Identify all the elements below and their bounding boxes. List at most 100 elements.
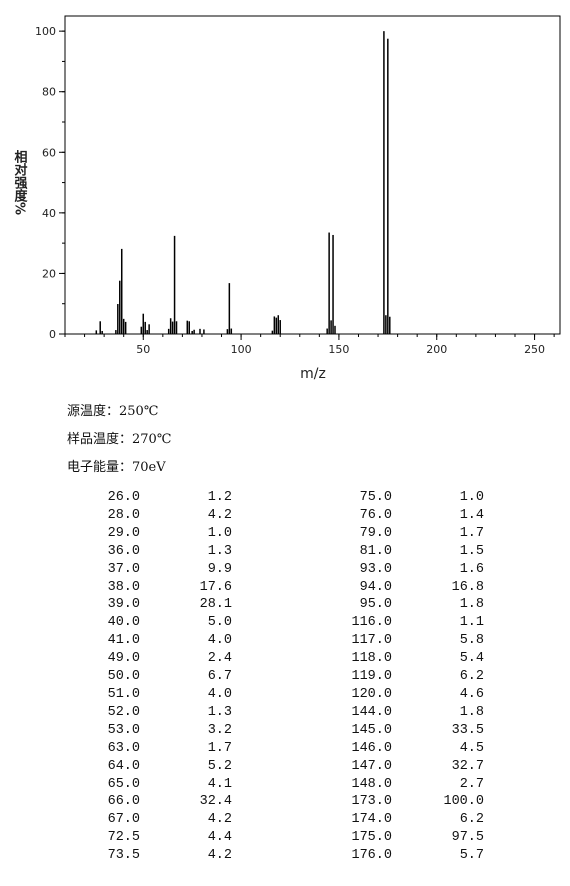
intensity-cell: 16.8: [451, 579, 484, 595]
peak: [167, 328, 170, 334]
intensity-cell: 4.2: [207, 848, 232, 864]
mz-cell: 40.0: [107, 615, 140, 631]
mz-cell: 52.0: [107, 704, 140, 720]
peak: [186, 320, 189, 334]
peak: [203, 329, 205, 334]
mz-cell: 93.0: [359, 561, 392, 577]
intensity-cell: 4.2: [207, 812, 232, 828]
table-row: 67.0 4.2 174.0 6.2: [60, 811, 484, 829]
mz-cell: 146.0: [351, 740, 392, 756]
x-tick-label: 200: [426, 343, 447, 356]
mz-cell: 67.0: [107, 812, 140, 828]
intensity-cell: 1.7: [207, 740, 232, 756]
peak: [117, 304, 119, 334]
peak: [95, 330, 98, 334]
intensity-cell: 28.1: [199, 597, 232, 613]
peak: [389, 316, 391, 334]
table-row: 64.0 5.2 147.0 32.7: [60, 758, 484, 776]
intensity-cell: 4.2: [207, 507, 232, 523]
chart: m/z 相对强度% 0 20 40 60 80 100 50 100 150 200 250: [12, 15, 561, 382]
peak: [188, 321, 190, 334]
intensity-cell: 6.2: [459, 669, 484, 685]
peak: [191, 330, 193, 334]
peak: [119, 280, 121, 334]
y-tick-label: 60: [42, 146, 56, 159]
meta-line: 电子能量：70eV: [67, 460, 166, 475]
y-tick-label: 100: [35, 25, 56, 38]
peak: [140, 326, 143, 334]
intensity-cell: 33.5: [451, 722, 484, 738]
peak: [101, 330, 103, 334]
mz-cell: 36.0: [107, 543, 140, 559]
intensity-cell: 4.6: [459, 686, 484, 702]
mz-cell: 39.0: [107, 597, 140, 613]
intensity-cell: 1.3: [207, 543, 232, 559]
table-row: 73.5 4.2 176.0 5.7: [60, 847, 484, 865]
intensity-cell: 1.8: [459, 597, 484, 613]
mz-cell: 174.0: [351, 812, 392, 828]
intensity-cell: 1.3: [207, 704, 232, 720]
x-tick-label: 50: [136, 343, 150, 356]
intensity-cell: 5.4: [459, 651, 484, 667]
peak: [230, 328, 233, 334]
peak: [115, 330, 117, 334]
mz-cell: 53.0: [107, 722, 140, 738]
y-tick-label: 80: [42, 86, 56, 99]
table-row: 41.0 4.0 117.0 5.8: [60, 632, 484, 650]
mz-cell: 64.0: [107, 758, 140, 774]
intensity-cell: 5.2: [207, 758, 232, 774]
table-row: 49.0 2.4 118.0 5.4: [60, 650, 484, 668]
intensity-cell: 1.6: [459, 561, 484, 577]
mz-cell: 75.0: [359, 490, 392, 505]
mz-cell: 76.0: [359, 507, 392, 523]
intensity-cell: 5.8: [459, 633, 484, 649]
intensity-cell: 4.0: [207, 633, 232, 649]
table-row: 52.0 1.3 144.0 1.8: [60, 704, 484, 722]
mz-cell: 79.0: [359, 525, 392, 541]
intensity-cell: 4.1: [207, 776, 232, 792]
mz-cell: 94.0: [359, 579, 392, 595]
peak: [275, 317, 278, 334]
intensity-cell: 32.7: [451, 758, 484, 774]
table-row: 51.0 4.0 120.0 4.6: [60, 686, 484, 704]
table-row: 53.0 3.2 145.0 33.5: [60, 722, 484, 740]
mz-cell: 117.0: [351, 633, 392, 649]
peak: [142, 313, 145, 334]
table-row: 37.0 9.9 93.0 1.6: [60, 561, 484, 579]
peak: [332, 234, 334, 334]
mz-cell: 38.0: [107, 579, 140, 595]
y-tick-label: 40: [42, 207, 56, 220]
peak: [173, 235, 176, 334]
peak: [124, 321, 127, 334]
mz-cell: 26.0: [107, 490, 140, 505]
intensity-cell: 1.0: [459, 490, 484, 505]
mz-cell: 119.0: [351, 669, 392, 685]
table-row: 26.0 1.2 75.0 1.0: [60, 489, 484, 507]
peak: [277, 315, 280, 334]
peak-table: 26.0 1.2 75.0 1.0 28.0 4.2 76.0 1.4 29.0 1.0 79.0 1…: [60, 489, 484, 865]
table-row: 29.0 1.0 79.0 1.7: [60, 525, 484, 543]
table-row: 38.0 17.6 94.0 16.8: [60, 579, 484, 597]
mz-cell: 29.0: [107, 525, 140, 541]
peak: [387, 38, 389, 334]
meta-line: 样品温度：270℃: [67, 432, 172, 447]
peak: [120, 248, 123, 334]
mz-cell: 116.0: [351, 615, 392, 631]
intensity-cell: 2.7: [459, 776, 484, 792]
intensity-cell: 100.0: [443, 794, 484, 810]
mz-cell: 28.0: [107, 507, 140, 523]
peak: [226, 329, 229, 334]
mz-cell: 176.0: [351, 848, 392, 864]
y-tick-label: 20: [42, 267, 56, 280]
mz-cell: 120.0: [351, 686, 392, 702]
peak: [326, 328, 328, 334]
x-tick-label: 250: [524, 343, 545, 356]
intensity-cell: 1.4: [459, 507, 484, 523]
peak: [169, 318, 172, 334]
mz-cell: 175.0: [351, 830, 392, 846]
intensity-cell: 32.4: [199, 794, 232, 810]
mz-cell: 118.0: [351, 651, 392, 667]
mz-cell: 66.0: [107, 794, 140, 810]
intensity-cell: 4.4: [207, 830, 232, 846]
